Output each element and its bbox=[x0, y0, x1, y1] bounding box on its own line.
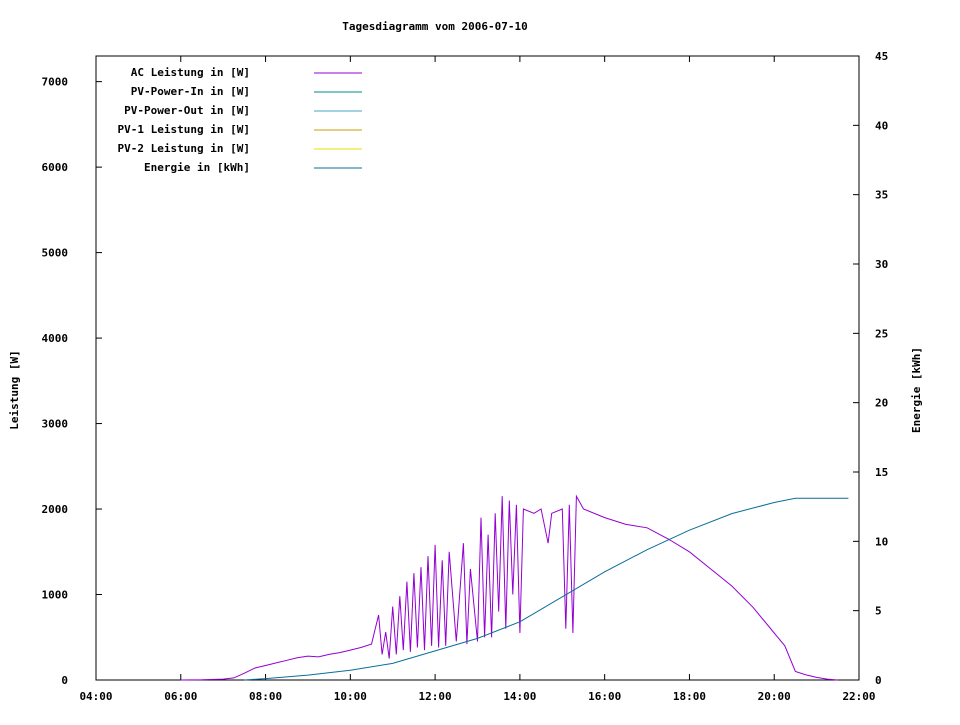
series-line-5 bbox=[244, 497, 849, 681]
y-tick-label: 7000 bbox=[42, 76, 69, 89]
y-tick-label: 1000 bbox=[42, 589, 69, 602]
x-tick-label: 14:00 bbox=[503, 690, 536, 703]
x-tick-label: 20:00 bbox=[758, 690, 791, 703]
legend-label: PV-Power-Out in [W] bbox=[124, 104, 250, 117]
x-tick-label: 16:00 bbox=[588, 690, 621, 703]
y-axis-left: 0 1000 2000 3000 4000 5000 6000 7000 bbox=[42, 76, 102, 687]
y-axis-label: Leistung [W] bbox=[8, 350, 21, 429]
y-tick-label: 2000 bbox=[42, 503, 69, 516]
plot-frame bbox=[95, 55, 860, 681]
x-tick-label: 08:00 bbox=[249, 690, 282, 703]
chart-title: Tagesdiagramm vom 2006-07-10 bbox=[342, 20, 527, 33]
y2-tick-label: 0 bbox=[875, 674, 882, 687]
y2-tick-label: 15 bbox=[875, 466, 888, 479]
y-tick-label: 3000 bbox=[42, 418, 69, 431]
x-tick-label: 04:00 bbox=[79, 690, 112, 703]
y2-tick-label: 40 bbox=[875, 119, 888, 132]
y2-tick-label: 10 bbox=[875, 535, 888, 548]
y-axis-right: 0 5 10 15 20 25 30 35 40 45 bbox=[853, 50, 888, 687]
y-tick-label: 6000 bbox=[42, 161, 69, 174]
legend-label: Energie in [kWh] bbox=[144, 161, 250, 174]
legend-label: PV-2 Leistung in [W] bbox=[118, 142, 250, 155]
series-line-0 bbox=[180, 494, 838, 681]
x-tick-label: 10:00 bbox=[334, 690, 367, 703]
y2-tick-label: 20 bbox=[875, 397, 888, 410]
x-axis: 04:00 06:00 08:00 10:00 12:00 14:00 16:00 18:00… bbox=[79, 56, 876, 703]
y2-tick-label: 30 bbox=[875, 258, 888, 271]
x-tick-label: 22:00 bbox=[842, 690, 875, 703]
x-tick-label: 18:00 bbox=[673, 690, 706, 703]
x-tick-label: 12:00 bbox=[419, 690, 452, 703]
y-tick-label: 5000 bbox=[42, 247, 69, 260]
legend: AC Leistung in [W] PV-Power-In in [W] PV-P… bbox=[118, 66, 362, 174]
y2-tick-label: 25 bbox=[875, 327, 888, 340]
y2-tick-label: 45 bbox=[875, 50, 888, 63]
y2-tick-label: 35 bbox=[875, 189, 888, 202]
x-tick-label: 06:00 bbox=[164, 690, 197, 703]
y2-tick-label: 5 bbox=[875, 605, 882, 618]
legend-label: AC Leistung in [W] bbox=[131, 66, 250, 79]
legend-label: PV-Power-In in [W] bbox=[131, 85, 250, 98]
y2-axis-label: Energie [kWh] bbox=[910, 347, 923, 433]
series-lines bbox=[180, 494, 849, 681]
y-tick-label: 0 bbox=[61, 674, 68, 687]
y-tick-label: 4000 bbox=[42, 332, 69, 345]
legend-label: PV-1 Leistung in [W] bbox=[118, 123, 250, 136]
